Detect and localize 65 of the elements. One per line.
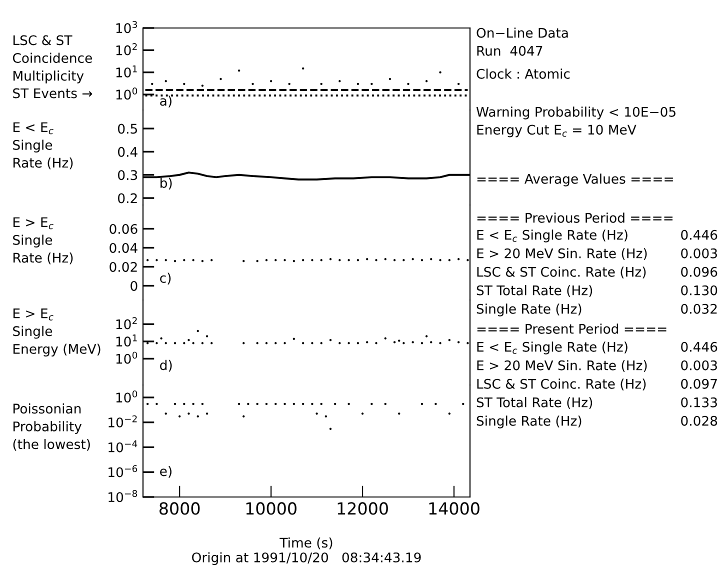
y-tick-label: 10$^{1}$ (116, 334, 137, 347)
x-tick-label: 14000 (429, 502, 480, 515)
text: ==== Previous Period ==== (477, 212, 673, 223)
text: ST Total Rate (Hz) (476, 397, 592, 409)
y-tick-label: 10$^{−2}$ (108, 415, 137, 428)
text: E > 20 MeV Sin. Rate (Hz) (477, 360, 647, 372)
annotation: e) (160, 466, 172, 478)
text: Clock : Atomic (476, 68, 570, 79)
y-tick-label: 10$^{0}$ (116, 88, 138, 100)
text: E > 20 MeV Sin. Rate (Hz) (477, 248, 647, 260)
y-tick-label: 0.2 (118, 193, 137, 204)
y-tick-label: 10$^{−6}$ (108, 465, 138, 478)
y-tick-label: 0.06 (110, 224, 138, 234)
text: 0.446 (681, 342, 718, 352)
text: ==== Average Values ==== (477, 174, 673, 186)
y-tick-label: 10$^{−8}$ (108, 490, 138, 502)
text: E < E$_{c}$ Single Rate (Hz) (477, 342, 628, 354)
text: 0.133 (681, 397, 717, 408)
text: 0.446 (681, 230, 718, 240)
y-tick-label: 10$^{3}$ (116, 21, 137, 34)
y-tick-label: 0.04 (110, 242, 138, 253)
y-tick-label: 10$^{0}$ (116, 352, 138, 364)
y-tick-label: 0.5 (118, 124, 137, 134)
text: Single Rate (Hz) (476, 304, 582, 316)
text: 0.096 (681, 266, 718, 277)
y-axis-title: E < E$_{c}$ Single Rate (Hz) (13, 122, 73, 170)
text: Run 4047 (477, 46, 542, 56)
text: E < E$_{c}$ Single Rate (Hz) (477, 230, 628, 242)
annotation: c) (160, 272, 171, 284)
text: ST Events → (13, 88, 92, 98)
x-axis-title: Time (s) (280, 537, 332, 550)
text: On−Line Data (476, 28, 568, 38)
y-axis-title: Poissonian Probability (the lowest) (13, 403, 90, 451)
text: ST Total Rate (Hz) (476, 285, 592, 297)
y-axis-title: LSC & ST Coincidence Multiplicity (12, 35, 92, 84)
text: 0.097 (681, 378, 717, 389)
text: LSC & ST Coinc. Rate (Hz) (477, 266, 646, 278)
x-tick-label: 12000 (338, 502, 388, 515)
text: Origin at 1991/10/20 08:34:43.19 (192, 552, 421, 565)
y-axis-title: E > E$_{c}$ Single Rate (Hz) (13, 217, 73, 264)
text: Single Rate (Hz) (476, 416, 582, 428)
y-tick-label: 10$^{1}$ (116, 65, 137, 78)
x-tick-label: 8000 (160, 502, 200, 515)
annotation: a) (160, 96, 172, 108)
y-tick-label: 10$^{2}$ (116, 43, 137, 56)
y-tick-label: 0.4 (118, 146, 138, 157)
y-tick-label: 0.02 (110, 262, 137, 272)
text: 0.032 (681, 304, 717, 314)
x-tick-label: 10000 (246, 502, 296, 515)
annotation: d) (160, 360, 172, 372)
y-tick-label: 0 (130, 280, 138, 291)
text: LSC & ST Coinc. Rate (Hz) (477, 378, 646, 390)
y-tick-label: 0.3 (118, 170, 138, 180)
text: ==== Present Period ==== (477, 324, 666, 334)
text: 0.003 (681, 360, 717, 370)
text: 0.130 (681, 285, 718, 296)
text: Warning Probability < 10E−05 (476, 106, 676, 120)
text: 0.028 (681, 416, 718, 426)
text: Energy Cut E$_{c}$ = 10 MeV (477, 124, 636, 138)
y-axis-title: E > E$_{c}$ Single Energy (MeV) (13, 308, 100, 356)
text: 0.003 (681, 248, 717, 258)
y-tick-label: 10$^{0}$ (116, 390, 138, 403)
y-tick-label: 10$^{2}$ (116, 317, 137, 330)
annotation: b) (160, 178, 172, 190)
y-tick-label: 10$^{−4}$ (108, 440, 138, 452)
